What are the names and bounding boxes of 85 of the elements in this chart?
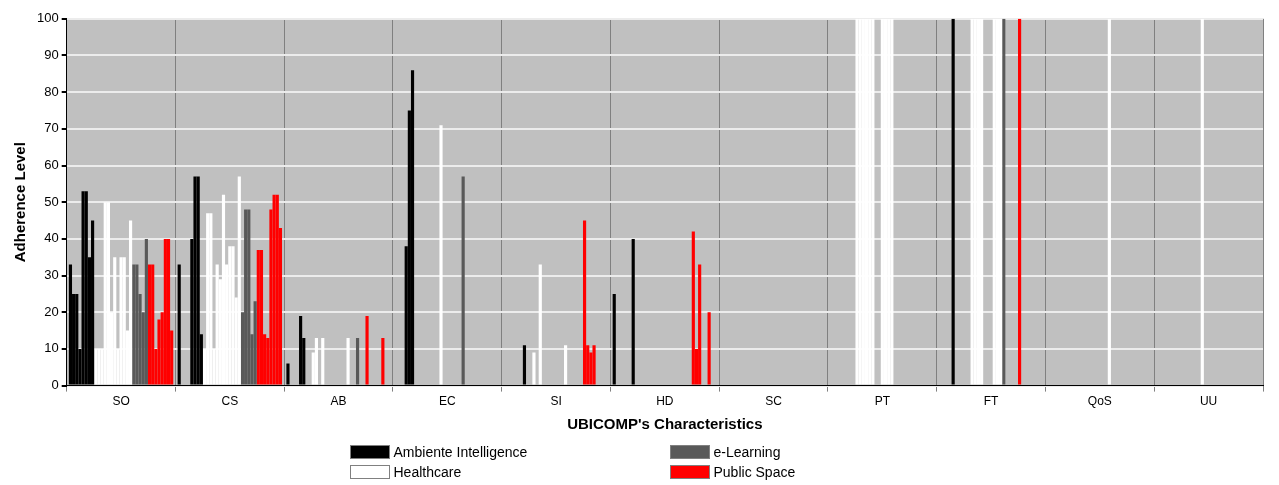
bar (346, 337, 350, 385)
x-tick-label: FT (983, 394, 1000, 409)
y-tick-label: 60 (44, 157, 59, 173)
x-axis-title: UBICOMP's Characteristics (567, 415, 763, 433)
x-tick-label: SO (112, 394, 130, 409)
bar (883, 18, 888, 385)
bar (321, 337, 325, 385)
y-tick-label: 100 (36, 10, 59, 26)
bar (244, 209, 248, 385)
bar (890, 18, 894, 385)
bar (980, 18, 984, 385)
bar (871, 18, 875, 385)
bar (1107, 18, 1111, 385)
bar (381, 337, 385, 385)
bar (272, 194, 276, 385)
bar (209, 213, 213, 385)
x-tick-label: UU (1199, 394, 1218, 409)
bar (147, 264, 152, 385)
bar (103, 202, 107, 385)
bar (237, 176, 241, 385)
bar (461, 176, 465, 385)
bar (215, 264, 219, 385)
y-tick-label: 80 (44, 83, 59, 99)
y-tick-label: 50 (44, 193, 59, 209)
bar (151, 264, 155, 385)
bar (163, 238, 167, 385)
legend-label: Public Space (713, 464, 796, 480)
bar (314, 337, 319, 385)
x-tick-label: HD (656, 394, 674, 409)
bar (864, 18, 869, 385)
bar (106, 202, 110, 385)
bar (275, 194, 279, 385)
bar (880, 18, 884, 385)
y-tick-label: 30 (44, 267, 59, 283)
y-tick-label: 40 (44, 230, 59, 246)
bar (970, 18, 974, 385)
bar (855, 18, 859, 385)
x-tick-label: EC (439, 394, 456, 409)
y-tick-label: 20 (44, 303, 59, 319)
bar (166, 238, 171, 385)
x-tick-label: QoS (1087, 394, 1112, 409)
bar (538, 264, 542, 385)
x-tick-label: SC (765, 394, 783, 409)
x-tick-label: SI (550, 394, 562, 409)
x-tick-label: AB (330, 394, 347, 409)
bar (132, 264, 136, 385)
bar (976, 18, 981, 385)
x-tick-label: PT (874, 394, 891, 409)
bar (592, 345, 596, 385)
bar (992, 18, 996, 385)
bar (439, 125, 443, 385)
legend-label: Ambiente Intelligence (393, 444, 528, 460)
bar (582, 220, 587, 385)
bar (532, 352, 536, 385)
legend-label: e-Learning (713, 444, 781, 460)
bar (995, 18, 1000, 385)
y-tick-label: 10 (44, 340, 59, 356)
bar (206, 213, 210, 385)
bar (691, 231, 695, 385)
bar (231, 246, 235, 385)
bar (365, 315, 369, 385)
bar (355, 337, 360, 385)
bar (247, 209, 251, 385)
legend-label: Healthcare (393, 464, 462, 480)
bar (119, 257, 123, 385)
bar (564, 345, 568, 385)
bar (253, 301, 257, 385)
bar (256, 249, 260, 385)
bar (144, 238, 148, 385)
bar (94, 348, 98, 385)
x-tick-label: CS (221, 394, 239, 409)
bar (122, 257, 126, 385)
y-axis-title: Adherence Level (11, 142, 29, 263)
bar (135, 264, 139, 385)
bar (698, 264, 702, 385)
y-tick-label: 70 (44, 120, 59, 136)
bar (707, 312, 711, 385)
bar (221, 194, 226, 385)
bar (1018, 18, 1022, 385)
bar (259, 249, 264, 385)
bar (128, 220, 133, 385)
y-tick-label: 0 (51, 377, 59, 393)
y-tick-label: 90 (44, 47, 59, 63)
bar (113, 257, 117, 385)
bar (1200, 18, 1204, 385)
